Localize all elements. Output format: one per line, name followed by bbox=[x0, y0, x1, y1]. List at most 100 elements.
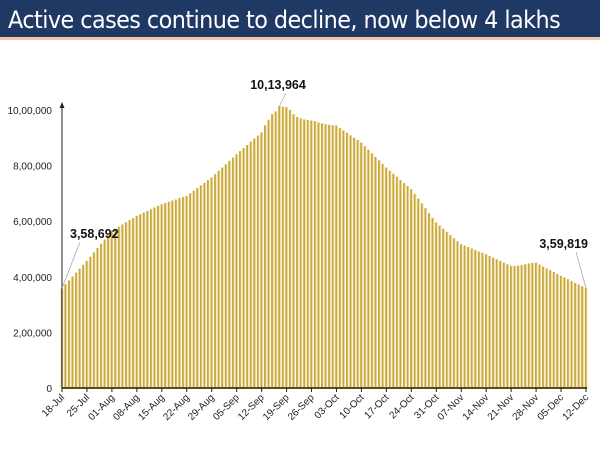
bar-highlight bbox=[155, 207, 157, 388]
bar-highlight bbox=[565, 277, 567, 388]
bar-highlight bbox=[205, 182, 207, 388]
bar bbox=[406, 186, 409, 388]
bar bbox=[559, 275, 563, 388]
bar bbox=[331, 125, 335, 388]
annotation-label: 3,59,819 bbox=[539, 237, 588, 251]
bar bbox=[281, 106, 285, 388]
bar bbox=[139, 214, 142, 388]
bar-highlight bbox=[98, 248, 100, 388]
x-tick-label: 15-Aug bbox=[136, 392, 167, 423]
bar bbox=[124, 222, 128, 388]
bar bbox=[484, 254, 488, 388]
x-tick-label: 12-Dec bbox=[561, 392, 592, 423]
bar bbox=[203, 182, 206, 388]
bar bbox=[285, 107, 288, 388]
bar-highlight bbox=[369, 149, 371, 388]
bar bbox=[153, 207, 156, 388]
bar bbox=[85, 260, 89, 388]
bar-highlight bbox=[436, 222, 438, 388]
bar-highlight bbox=[137, 215, 139, 388]
bar bbox=[278, 106, 281, 388]
bar bbox=[263, 125, 267, 388]
bar bbox=[463, 245, 467, 388]
x-tick-label: 26-Sep bbox=[286, 392, 317, 423]
annotation-leader-line bbox=[575, 251, 587, 289]
bar-highlight bbox=[572, 280, 574, 388]
bar-highlight bbox=[411, 189, 413, 388]
bar bbox=[534, 262, 538, 388]
bar-highlight bbox=[422, 203, 424, 388]
bar bbox=[231, 157, 235, 388]
bar-highlight bbox=[230, 160, 232, 388]
x-tick-label: 29-Aug bbox=[186, 392, 217, 423]
bar-highlight bbox=[237, 154, 239, 388]
bar-highlight bbox=[226, 164, 228, 388]
bar-highlight bbox=[362, 142, 363, 388]
bar-highlight bbox=[265, 125, 267, 388]
bar-highlight bbox=[144, 212, 146, 388]
bar bbox=[552, 272, 556, 388]
bar bbox=[403, 183, 406, 388]
chart-title: Active cases continue to decline, now be… bbox=[8, 6, 561, 34]
bar-highlight bbox=[176, 199, 178, 388]
bar-highlight bbox=[415, 193, 417, 388]
bar bbox=[381, 163, 385, 388]
bar bbox=[89, 256, 92, 388]
bar-highlight bbox=[354, 137, 356, 388]
bar bbox=[356, 140, 360, 388]
bar bbox=[142, 212, 146, 388]
bar-highlight bbox=[458, 241, 460, 388]
bar bbox=[442, 228, 445, 388]
bar bbox=[110, 230, 114, 388]
annotation-leader-line bbox=[279, 92, 287, 107]
bar-highlight bbox=[326, 124, 328, 388]
bar-highlight bbox=[340, 128, 342, 388]
bar-highlight bbox=[390, 170, 392, 388]
x-tick-label: 22-Aug bbox=[161, 392, 192, 423]
bar bbox=[321, 123, 324, 389]
bar-highlight bbox=[304, 119, 306, 389]
bar bbox=[67, 280, 71, 388]
bar bbox=[189, 193, 192, 388]
bar-highlight bbox=[112, 230, 114, 388]
bar-highlight bbox=[76, 272, 78, 388]
bars-group bbox=[60, 106, 588, 389]
bar-highlight bbox=[372, 153, 374, 388]
bar bbox=[71, 276, 74, 388]
bar bbox=[199, 185, 203, 388]
bar-highlight bbox=[586, 287, 588, 388]
bar-highlight bbox=[194, 190, 196, 388]
bar bbox=[117, 226, 121, 388]
bar-highlight bbox=[490, 255, 492, 388]
bar bbox=[574, 282, 577, 388]
bar bbox=[438, 225, 442, 388]
bar bbox=[78, 268, 82, 388]
bar bbox=[242, 148, 245, 388]
bar bbox=[420, 203, 424, 388]
bar-highlight bbox=[280, 106, 281, 388]
x-tick-label: 01-Aug bbox=[86, 392, 117, 423]
bar bbox=[456, 241, 459, 388]
bar-highlight bbox=[287, 107, 289, 388]
bar bbox=[499, 260, 502, 388]
bar-highlight bbox=[540, 264, 542, 388]
bar-highlight bbox=[543, 266, 545, 388]
bar-highlight bbox=[262, 132, 264, 388]
bar bbox=[502, 262, 506, 388]
bar-highlight bbox=[80, 268, 82, 388]
bar-highlight bbox=[223, 167, 224, 388]
bar bbox=[424, 208, 427, 388]
bar-highlight bbox=[461, 244, 463, 388]
bar bbox=[246, 145, 249, 388]
bar-highlight bbox=[183, 197, 185, 388]
bar bbox=[527, 263, 531, 388]
bar bbox=[260, 132, 263, 388]
bar-highlight bbox=[91, 256, 93, 388]
bar bbox=[299, 118, 303, 388]
bar bbox=[385, 167, 388, 388]
bar-highlight bbox=[433, 217, 435, 388]
bar bbox=[132, 218, 135, 388]
bar bbox=[577, 284, 581, 388]
bar-highlight bbox=[116, 228, 117, 388]
